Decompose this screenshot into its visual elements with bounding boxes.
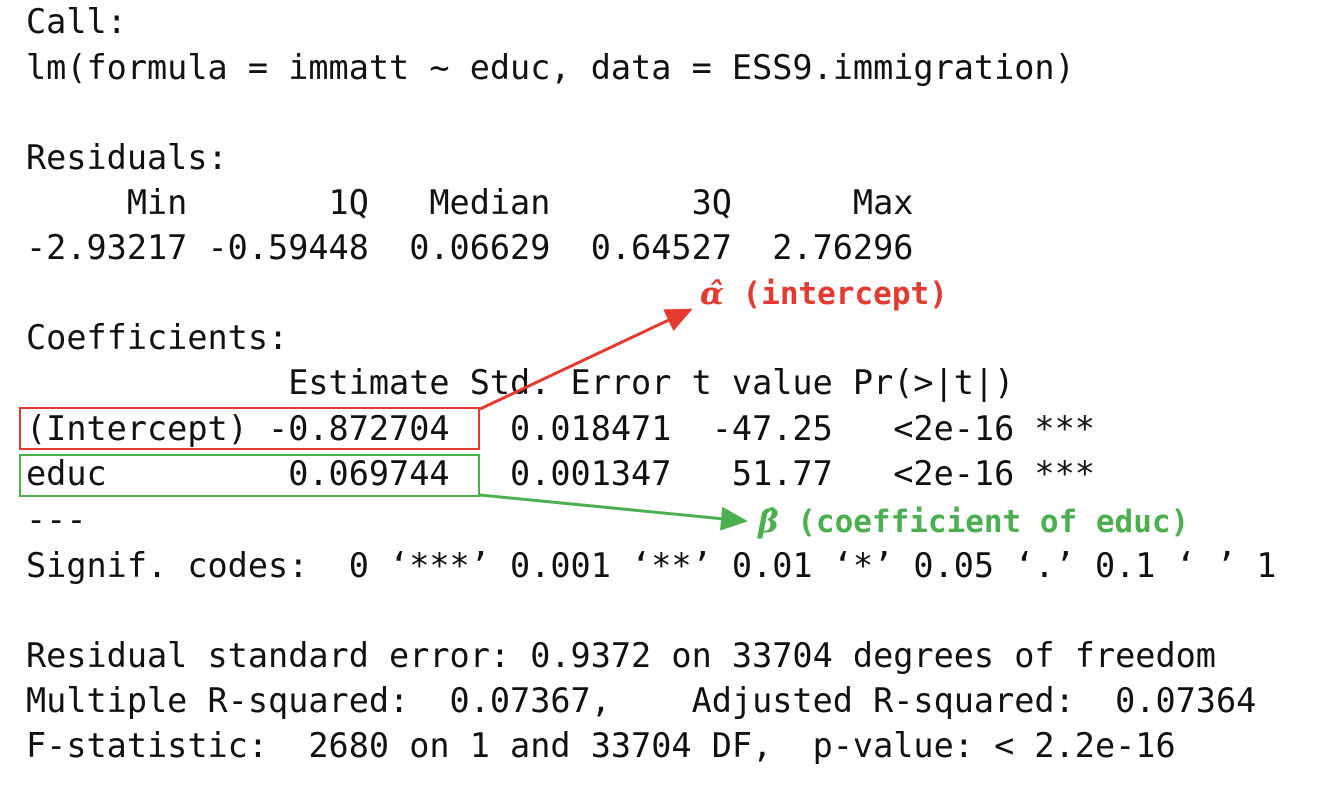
signif-codes: Signif. codes: 0 ‘***’ 0.001 ‘**’ 0.01 ‘… [26,546,1277,585]
beta-hat-symbol: β̂ [758,504,779,540]
coef-row-educ: educ 0.069744 0.001347 51.77 <2e-16 *** [26,454,1095,493]
residuals-labels: Min 1Q Median 3Q Max [26,183,914,222]
slope-arrow [479,493,748,531]
coefficients-header: Coefficients: [26,318,289,357]
call-formula: lm(formula = immatt ~ educ, data = ESS9.… [26,48,1075,87]
call-header: Call: [26,2,127,41]
residuals-header: Residuals: [26,138,228,177]
coef-row-intercept: (Intercept) -0.872704 0.018471 -47.25 <2… [26,409,1095,448]
f-statistic: F-statistic: 2680 on 1 and 33704 DF, p-v… [26,726,1176,765]
educ-highlight-box [19,454,480,497]
intercept-annotation-label: (intercept) [723,276,948,312]
alpha-hat-symbol: α̂ [700,276,724,312]
residuals-values: -2.93217 -0.59448 0.06629 0.64527 2.7629… [26,228,914,267]
slope-annotation: β̂ (coefficient of educ) [758,504,1189,540]
intercept-annotation: α̂ (intercept) [700,276,948,312]
r-squared: Multiple R-squared: 0.07367, Adjusted R-… [26,681,1257,720]
coefficients-columns: Estimate Std. Error t value Pr(>|t|) [26,363,1015,402]
intercept-highlight-box [19,407,480,450]
residual-standard-error: Residual standard error: 0.9372 on 33704… [26,636,1216,675]
separator: --- [26,500,87,539]
slope-annotation-label: (coefficient of educ) [778,504,1190,540]
